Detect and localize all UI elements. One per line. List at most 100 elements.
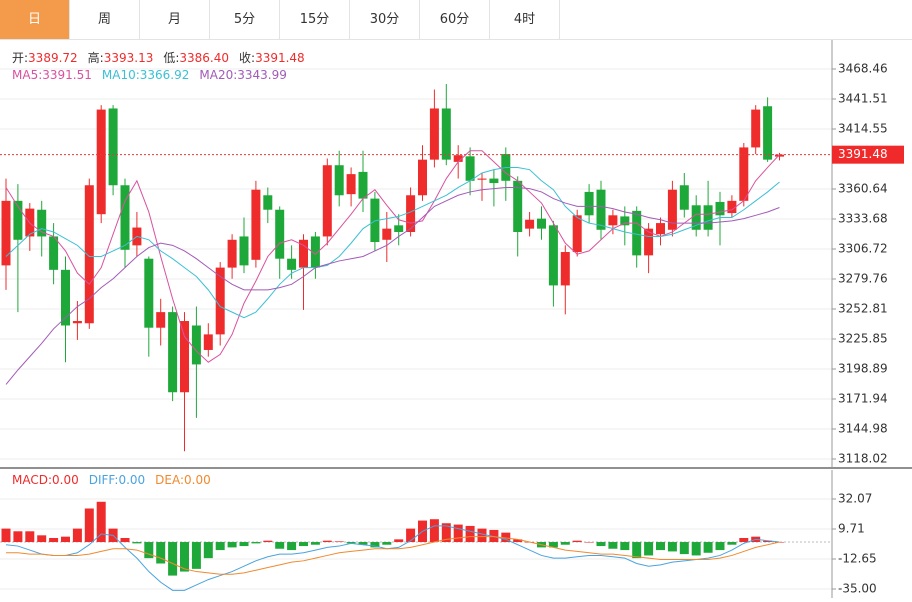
- last-price-tag: [832, 145, 904, 164]
- candle-body: [596, 189, 606, 230]
- legend-value: 0.00: [118, 473, 146, 487]
- macd-bar: [203, 542, 213, 559]
- candle-body: [180, 321, 189, 393]
- period-tab[interactable]: 60分: [420, 0, 490, 39]
- macd-bar: [251, 542, 261, 544]
- candle-body: [287, 258, 297, 270]
- candle-body: [406, 195, 416, 232]
- macd-bar: [453, 524, 463, 543]
- period-tab[interactable]: 30分: [350, 0, 420, 39]
- macd-legend: MACD:0.00 DIFF:0.00 DEA:0.00: [12, 473, 221, 487]
- candle-body: [382, 228, 392, 240]
- candle-body: [548, 225, 558, 286]
- legend-name: MACD:: [12, 473, 53, 487]
- macd-bar: [620, 542, 630, 551]
- macd-bar: [322, 540, 332, 543]
- macd-bar: [560, 542, 570, 545]
- candle-body: [84, 185, 94, 324]
- macd-bar: [25, 531, 35, 543]
- macd-bar: [191, 542, 201, 569]
- candle-body: [513, 180, 523, 232]
- macd-bar: [548, 542, 558, 548]
- candle-body: [751, 109, 761, 148]
- macd-bar: [739, 538, 749, 543]
- macd-bar: [584, 542, 594, 543]
- macd-bar: [358, 542, 368, 545]
- candle-body: [156, 312, 166, 328]
- candle-body: [667, 189, 677, 230]
- candle-body: [322, 165, 332, 237]
- info-label: 高:: [87, 51, 104, 65]
- macd-bar: [465, 525, 475, 543]
- candle-body: [679, 185, 689, 210]
- macd-bar: [441, 523, 451, 543]
- period-tab[interactable]: 5分: [210, 0, 280, 39]
- macd-bar: [346, 542, 356, 544]
- candle-body: [263, 195, 273, 210]
- ohlc-readout: 开:3389.72 高:3393.13 低:3386.40 收:3391.48: [12, 49, 315, 66]
- candle-body: [346, 174, 356, 195]
- info-label: 开:: [12, 51, 29, 65]
- candle-body: [49, 236, 59, 270]
- macd-bar: [156, 542, 166, 564]
- macd-bar: [287, 542, 297, 551]
- candle-body: [251, 189, 261, 260]
- period-tab[interactable]: 15分: [280, 0, 350, 39]
- y-tick-label: 3252.81: [838, 301, 888, 315]
- candle-body: [763, 106, 773, 160]
- macd-line: [6, 536, 780, 575]
- ma-line: [5, 150, 780, 363]
- y-tick-label: 3306.72: [838, 241, 888, 255]
- macd-bar: [679, 542, 689, 555]
- macd-bar: [263, 540, 273, 543]
- candle-body: [108, 108, 118, 186]
- macd-bar: [667, 542, 677, 552]
- candle-body: [275, 209, 285, 259]
- info-value: 3391.48: [255, 51, 305, 65]
- candle-body: [441, 108, 451, 160]
- macd-bar: [299, 542, 308, 547]
- macd-bar: [96, 501, 106, 543]
- macd-bar: [37, 535, 47, 543]
- candle-body: [489, 178, 499, 184]
- macd-bar: [120, 538, 130, 543]
- candle-body: [239, 236, 249, 266]
- y-tick-label: -12.65: [838, 552, 877, 566]
- macd-bar: [334, 541, 344, 543]
- y-tick-label: 3198.89: [838, 362, 888, 376]
- period-tab[interactable]: 周: [70, 0, 140, 39]
- macd-bar: [715, 542, 725, 551]
- y-tick-label: 3144.98: [838, 421, 888, 435]
- macd-bar: [215, 542, 225, 551]
- candle-body: [1, 200, 11, 266]
- y-tick-label: 3414.55: [838, 121, 888, 135]
- candle-body: [572, 215, 582, 253]
- macd-bar: [572, 540, 582, 543]
- candle-body: [727, 200, 737, 214]
- candle-body: [632, 210, 642, 256]
- period-tab[interactable]: 月: [140, 0, 210, 39]
- candle-body: [334, 165, 344, 196]
- macd-bar: [691, 542, 701, 556]
- candle-body: [37, 209, 47, 237]
- legend-value: 0.00: [184, 473, 211, 487]
- legend-name: MA20:: [199, 68, 238, 82]
- candle-body: [96, 109, 106, 215]
- period-tab[interactable]: 4时: [490, 0, 560, 39]
- period-tab[interactable]: 日: [0, 0, 70, 39]
- candle-body: [299, 239, 308, 268]
- candle-body: [525, 219, 535, 229]
- macd-bar: [596, 542, 606, 547]
- macd-bar: [513, 539, 523, 543]
- macd-bar: [489, 529, 499, 543]
- y-tick-label: 3279.76: [838, 272, 888, 286]
- legend-value: 3366.92: [139, 68, 190, 82]
- candle-body: [584, 191, 594, 216]
- y-tick-label: 3333.68: [838, 211, 888, 225]
- y-tick-label: 3225.85: [838, 331, 888, 345]
- y-tick-label: 3118.02: [838, 451, 888, 465]
- macd-bar: [477, 528, 487, 543]
- candle-body: [144, 258, 154, 328]
- macd-bar: [239, 542, 249, 547]
- candle-body: [13, 200, 23, 240]
